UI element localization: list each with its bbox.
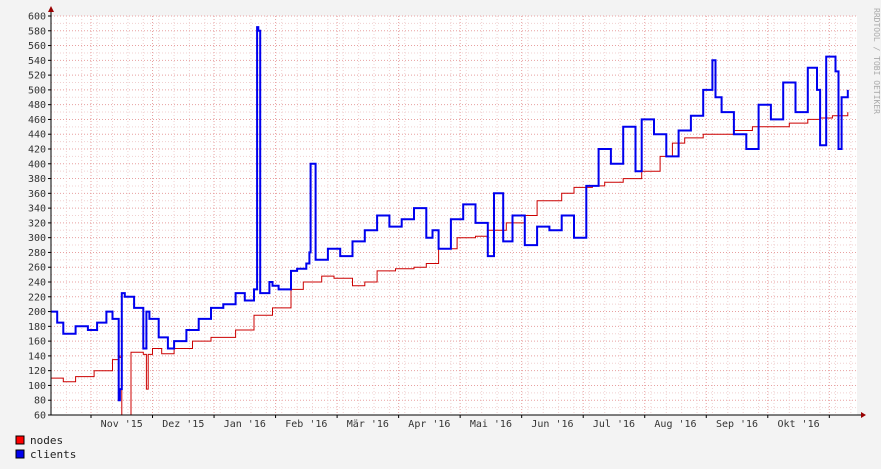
y-axis-arrow-icon — [48, 6, 54, 12]
y-tick-label: 260 — [28, 263, 46, 274]
x-tick-label: Mai '16 — [470, 419, 512, 430]
x-tick-label: Jun '16 — [531, 419, 573, 430]
x-tick-label: Feb '16 — [285, 419, 327, 430]
x-tick-label: Nov '15 — [101, 419, 143, 430]
y-tick-label: 480 — [28, 100, 46, 111]
y-tick-label: 460 — [28, 115, 46, 126]
y-tick-label: 240 — [28, 278, 46, 289]
x-tick-label: Okt '16 — [777, 419, 819, 430]
y-tick-label: 340 — [28, 204, 46, 215]
series-line-clients — [51, 26, 849, 402]
x-tick-label: Aug '16 — [654, 419, 696, 430]
legend-swatch-nodes — [15, 435, 25, 445]
y-tick-label: 360 — [28, 189, 46, 200]
legend-swatch-clients — [15, 449, 25, 459]
y-tick-label: 80 — [34, 396, 46, 407]
y-tick-label: 440 — [28, 130, 46, 141]
x-tick-label: Mär '16 — [347, 419, 389, 430]
y-ticks: 60 80 100 120 140 160 180 200 220 240 260 280 300 320… — [28, 12, 51, 422]
series-layer — [51, 26, 849, 416]
y-tick-label: 420 — [28, 145, 46, 156]
y-tick-label: 520 — [28, 71, 46, 82]
y-tick-label: 220 — [28, 292, 46, 303]
x-tick-label: Jan '16 — [224, 419, 266, 430]
y-tick-label: 400 — [28, 159, 46, 170]
y-tick-label: 200 — [28, 307, 46, 318]
y-tick-label: 580 — [28, 26, 46, 37]
axes — [48, 6, 866, 418]
y-tick-label: 560 — [28, 41, 46, 52]
y-tick-label: 280 — [28, 248, 46, 259]
y-tick-label: 600 — [28, 12, 46, 23]
watermark: RRDTOOL / TOBI OETIKER — [872, 8, 881, 114]
y-tick-label: 60 — [34, 411, 46, 422]
y-tick-label: 180 — [28, 322, 46, 333]
x-tick-label: Sep '16 — [716, 419, 758, 430]
x-tick-label: Jul '16 — [593, 419, 635, 430]
legend-label-clients: clients — [30, 448, 76, 461]
y-tick-label: 120 — [28, 366, 46, 377]
y-tick-label: 380 — [28, 174, 46, 185]
y-tick-label: 160 — [28, 337, 46, 348]
y-tick-label: 320 — [28, 218, 46, 229]
y-tick-label: 300 — [28, 233, 46, 244]
legend-label-nodes: nodes — [30, 434, 63, 447]
series-line-nodes — [51, 112, 849, 416]
y-tick-label: 100 — [28, 381, 46, 392]
x-tick-label: Dez '15 — [162, 419, 204, 430]
y-tick-label: 500 — [28, 85, 46, 96]
x-axis-arrow-icon — [861, 412, 866, 418]
y-tick-label: 140 — [28, 351, 46, 362]
y-tick-label: 540 — [28, 56, 46, 67]
x-tick-label: Apr '16 — [408, 419, 450, 430]
x-ticks: Nov '15 Dez '15 Jan '16 Feb '16 Mär '16 Apr '… — [90, 415, 830, 430]
